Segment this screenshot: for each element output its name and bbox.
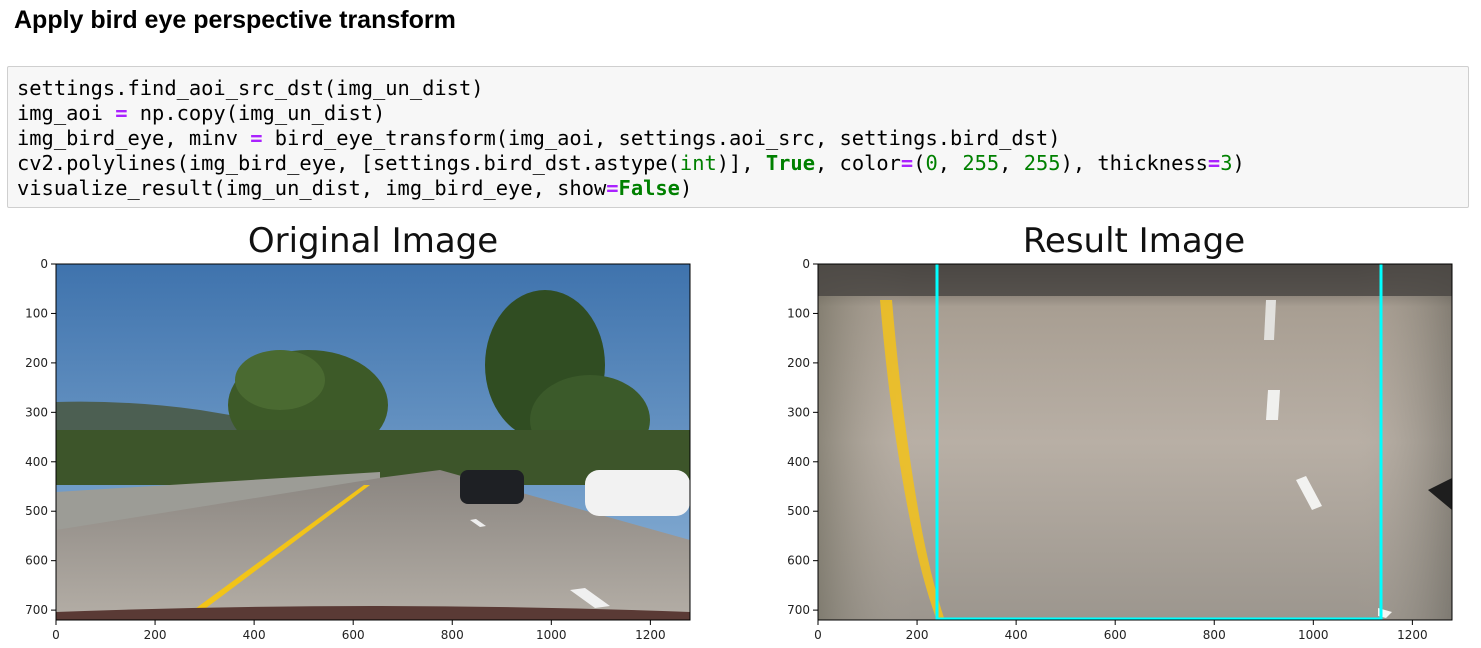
original-xtick-label: 1200 [635, 628, 666, 642]
result-xtick-label: 200 [906, 628, 929, 642]
result-xtick-label: 1000 [1298, 628, 1329, 642]
original-xtick-label: 400 [243, 628, 266, 642]
code-line-4: cv2.polylines(img_bird_eye, [settings.bi… [17, 151, 1245, 175]
original-ytick-label: 300 [25, 405, 48, 419]
original-ytick-label: 400 [25, 455, 48, 469]
original-image-axes: 0 100 200 300 400 500 600 700 0 200 400 600 800 1000 1… [25, 257, 666, 642]
original-image [55, 263, 691, 621]
original-ytick-label: 700 [25, 603, 48, 617]
original-xtick-label: 800 [441, 628, 464, 642]
result-image [817, 263, 1453, 621]
result-ytick-label: 500 [787, 504, 810, 518]
result-ytick-label: 600 [787, 554, 810, 568]
original-ytick-label: 0 [40, 257, 48, 271]
result-ytick-label: 100 [787, 306, 810, 320]
result-ytick-label: 400 [787, 455, 810, 469]
result-xtick-label: 600 [1104, 628, 1127, 642]
original-xtick-label: 200 [144, 628, 167, 642]
original-xtick-label: 1000 [536, 628, 567, 642]
result-ytick-label: 0 [802, 257, 810, 271]
result-xtick-label: 800 [1203, 628, 1226, 642]
original-ytick-label: 500 [25, 504, 48, 518]
section-heading: Apply bird eye perspective transform [14, 6, 456, 34]
code-line-2: img_aoi = np.copy(img_un_dist) [17, 101, 386, 125]
original-xtick-label: 0 [52, 628, 60, 642]
original-ytick-label: 200 [25, 356, 48, 370]
code-input[interactable]: settings.find_aoi_src_dst(img_un_dist) i… [17, 76, 1245, 201]
code-line-5: visualize_result(img_un_dist, img_bird_e… [17, 176, 693, 200]
original-ytick-label: 100 [25, 306, 48, 320]
code-cell[interactable]: settings.find_aoi_src_dst(img_un_dist) i… [7, 66, 1469, 208]
result-ytick-label: 200 [787, 356, 810, 370]
original-image-title: Original Image [247, 221, 499, 261]
result-xtick-label: 0 [814, 628, 822, 642]
result-xtick-label: 1200 [1397, 628, 1428, 642]
code-line-1: settings.find_aoi_src_dst(img_un_dist) [17, 76, 484, 100]
code-line-3: img_bird_eye, minv = bird_eye_transform(… [17, 126, 1061, 150]
result-image-title: Result Image [1022, 221, 1246, 261]
result-ytick-label: 700 [787, 603, 810, 617]
result-image-axes: 0 100 200 300 400 500 600 700 0 200 400 600 800 1000 1… [787, 257, 1428, 642]
result-ytick-label: 300 [787, 405, 810, 419]
original-xtick-label: 600 [342, 628, 365, 642]
original-ytick-label: 600 [25, 554, 48, 568]
result-xtick-label: 400 [1005, 628, 1028, 642]
